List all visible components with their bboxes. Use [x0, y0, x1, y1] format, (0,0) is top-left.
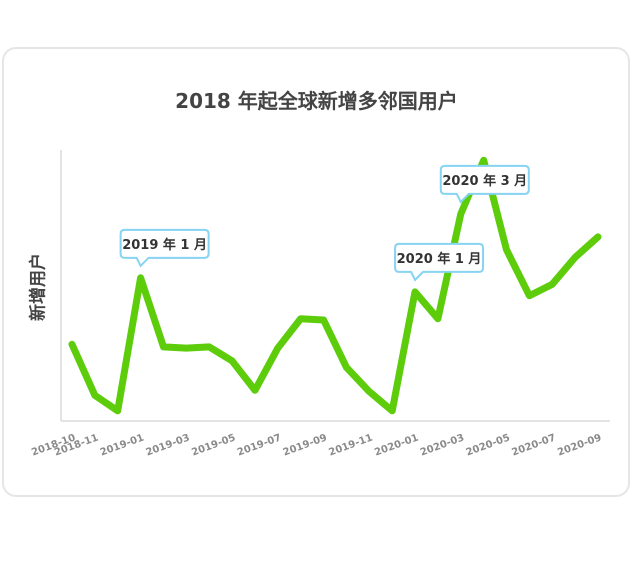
x-tick-label: 2020-03 [419, 432, 466, 458]
callout-bubble [119, 228, 210, 268]
callout-label: 2019 年 1 月 [122, 237, 207, 253]
series-line [68, 156, 602, 415]
callout-label: 2020 年 3 月 [442, 173, 527, 189]
callout-bubble [439, 164, 530, 204]
x-tick-label: 2020-09 [556, 432, 603, 458]
x-tick-label: 2020-07 [510, 432, 557, 458]
x-tick-label: 2019-09 [282, 432, 329, 458]
x-tick-label: 2020-01 [373, 432, 420, 458]
x-tick-label: 2019-07 [236, 432, 283, 458]
x-tick-label: 2019-01 [99, 432, 146, 458]
callout-bubble [394, 242, 485, 282]
x-tick-label: 2019-05 [190, 432, 237, 458]
annotation-callout: 2020 年 3 月 [439, 164, 530, 204]
callout-label: 2020 年 1 月 [397, 251, 482, 267]
x-tick-label: 2020-05 [465, 432, 512, 458]
annotation-callout: 2019 年 1 月 [119, 228, 210, 268]
x-tick-label: 2019-11 [327, 432, 374, 458]
chart-title: 2018 年起全球新增多邻国用户 [175, 89, 458, 113]
annotation-callout: 2020 年 1 月 [394, 242, 485, 282]
x-tick-label: 2019-03 [144, 432, 191, 458]
